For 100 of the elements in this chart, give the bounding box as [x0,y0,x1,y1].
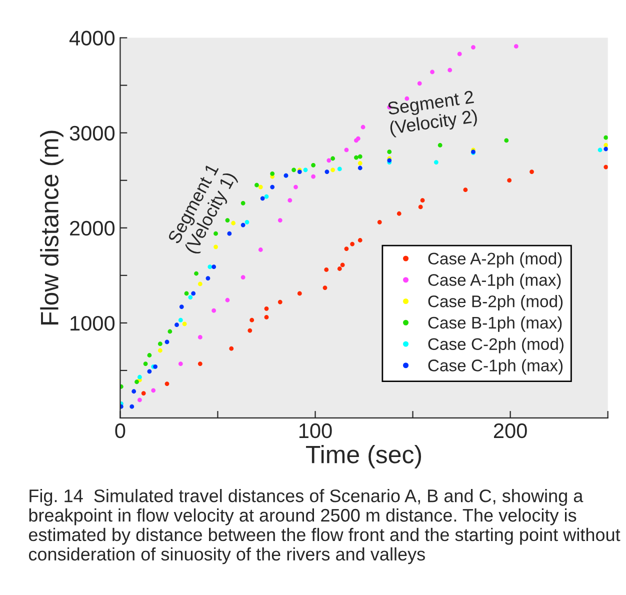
point [344,246,349,251]
point [212,308,216,313]
caption: Fig. 14 Simulated travel distances of Scenario A, B and C, showing a breakpoint in flow velocity at around 2500 m distance. The velocity is estimated by distance between the flow front and the starting point without consideration of sinuosity of the rivers and valleys [28,488,620,564]
point [358,238,362,242]
point [270,184,275,190]
y-tick-label: 3000 [70,126,115,141]
point [250,318,254,322]
point [507,178,512,183]
point [191,291,196,296]
point [151,388,156,393]
x-tick-label: 0 [115,423,126,438]
point [270,172,275,176]
point [178,362,183,366]
point [258,248,263,252]
point [240,222,246,228]
point [514,44,518,49]
point [604,142,608,148]
point [396,211,402,216]
point [248,328,252,333]
legend-label: Case A-1ph (max) [428,274,561,290]
point [132,389,136,394]
point [330,168,336,172]
point [198,335,202,340]
point [358,166,362,170]
point [240,275,246,280]
y-tick-label: 4000 [69,30,115,46]
point [604,164,608,170]
point [120,384,124,389]
point [147,369,152,374]
legend-label: Case B-1ph (max) [428,316,562,332]
point [254,182,259,188]
point [138,374,142,380]
point [418,204,423,210]
point [358,161,362,166]
point [324,268,329,272]
point [504,138,509,143]
point [358,154,362,159]
legend-label: Case C-1ph (max) [428,359,563,375]
point [360,124,366,130]
point [417,81,422,86]
point [297,291,302,296]
point [194,271,198,276]
point [324,170,330,174]
point [434,160,438,164]
y-axis-title: Flow distance (m) [40,130,64,324]
point [471,45,476,50]
point [130,404,134,409]
point [188,295,193,300]
point [438,142,442,148]
y-tick-label: 2000 [70,220,115,236]
x-axis-title: Time (sec) [306,445,422,468]
point [143,362,148,366]
legend-label: Case A-2ph (mod) [428,252,562,268]
point [430,70,434,74]
point [184,291,189,296]
point [598,148,602,152]
point [294,184,298,190]
point [198,362,202,366]
point [244,220,250,224]
point [147,353,152,358]
point [330,156,336,161]
point [387,150,392,154]
point [138,398,142,402]
point [258,184,263,190]
point [354,155,358,160]
point [240,200,246,206]
point [448,68,452,72]
point [288,198,292,203]
legend-label: Case B-2ph (mod) [428,295,563,311]
point [174,322,179,328]
point [264,194,269,199]
point [227,231,232,236]
annotation: Segment 2 (Velocity 2) [387,90,478,138]
point [158,348,162,353]
point [463,188,468,192]
point [303,168,308,172]
point [292,168,296,172]
point [311,174,316,179]
point [158,342,162,346]
point [208,264,212,270]
point [225,298,230,302]
point [264,315,269,320]
point [231,220,236,226]
y-tick-label: 1000 [70,316,115,331]
point [164,340,170,344]
point [420,198,425,203]
point [264,306,269,311]
point [530,170,534,174]
point [337,166,342,172]
point [168,329,172,334]
point [182,322,187,326]
point [326,158,332,163]
point [212,264,216,270]
point [311,162,316,168]
point [120,404,124,409]
point [340,262,345,268]
point [377,220,382,224]
point [457,52,462,56]
point [206,276,210,280]
point [198,282,202,286]
